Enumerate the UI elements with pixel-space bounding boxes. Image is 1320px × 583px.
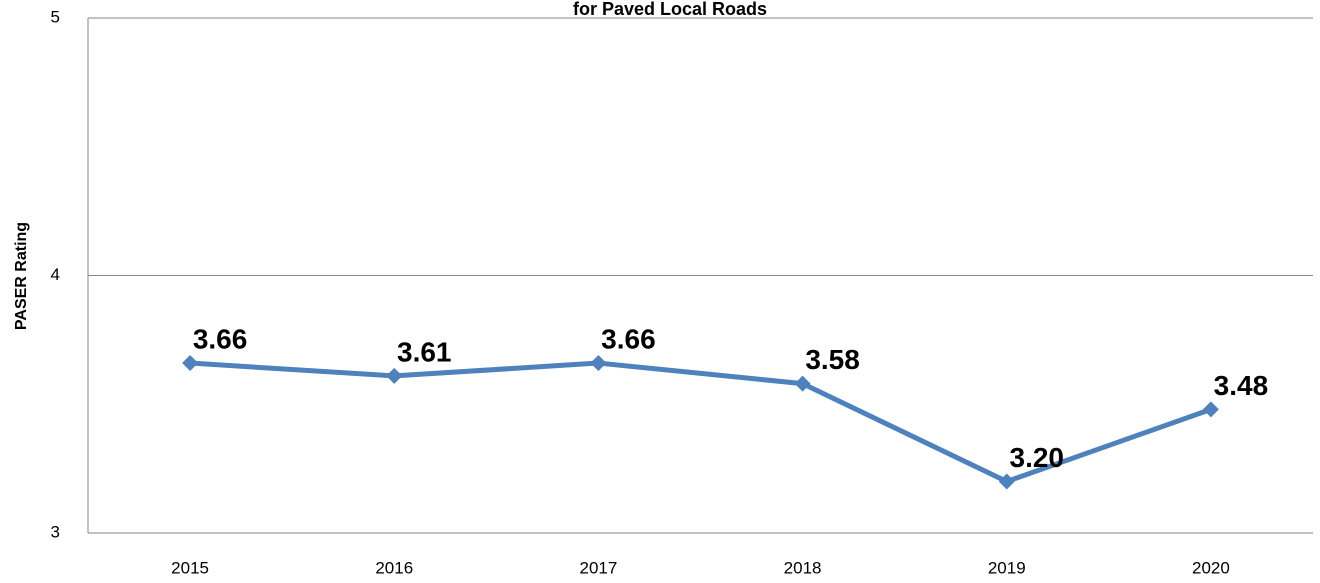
x-tick-label: 2017 xyxy=(580,558,618,577)
data-label: 3.20 xyxy=(1010,442,1065,473)
chart-title: for Paved Local Roads xyxy=(573,0,767,19)
marker xyxy=(182,355,199,372)
y-tick-label: 5 xyxy=(51,7,60,26)
x-tick-label: 2016 xyxy=(375,558,413,577)
y-axis-label: PASER Rating xyxy=(13,222,30,330)
marker xyxy=(386,367,403,384)
data-label: 3.66 xyxy=(601,323,656,354)
data-label: 3.58 xyxy=(805,344,860,375)
y-tick-label: 4 xyxy=(51,265,60,284)
y-tick-label: 3 xyxy=(51,522,60,541)
line xyxy=(189,360,1212,484)
data-label: 3.48 xyxy=(1214,370,1269,401)
x-tick-label: 2018 xyxy=(784,558,822,577)
marker xyxy=(1202,401,1219,418)
marker xyxy=(998,473,1015,490)
marker xyxy=(590,355,607,372)
marker xyxy=(794,375,811,392)
x-tick-label: 2019 xyxy=(988,558,1026,577)
x-tick-label: 2020 xyxy=(1192,558,1230,577)
data-label: 3.66 xyxy=(193,323,248,354)
x-tick-label: 2015 xyxy=(171,558,209,577)
data-label: 3.61 xyxy=(397,336,452,367)
